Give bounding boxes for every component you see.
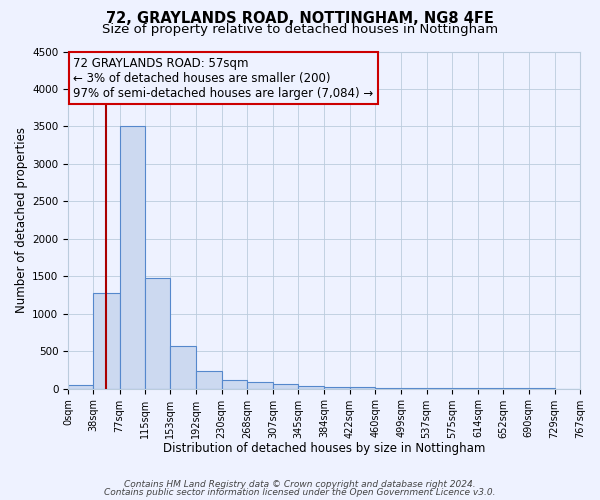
Bar — [94, 292, 119, 388]
Bar — [298, 386, 325, 388]
Bar — [145, 278, 170, 388]
Bar — [221, 380, 247, 388]
Bar — [196, 372, 221, 388]
Text: 72, GRAYLANDS ROAD, NOTTINGHAM, NG8 4FE: 72, GRAYLANDS ROAD, NOTTINGHAM, NG8 4FE — [106, 11, 494, 26]
Y-axis label: Number of detached properties: Number of detached properties — [15, 127, 28, 313]
Text: Contains public sector information licensed under the Open Government Licence v3: Contains public sector information licen… — [104, 488, 496, 497]
Bar — [247, 382, 273, 388]
Text: Size of property relative to detached houses in Nottingham: Size of property relative to detached ho… — [102, 22, 498, 36]
Text: Contains HM Land Registry data © Crown copyright and database right 2024.: Contains HM Land Registry data © Crown c… — [124, 480, 476, 489]
Bar — [273, 384, 298, 388]
Text: 72 GRAYLANDS ROAD: 57sqm
← 3% of detached houses are smaller (200)
97% of semi-d: 72 GRAYLANDS ROAD: 57sqm ← 3% of detache… — [73, 56, 374, 100]
Bar — [170, 346, 196, 389]
X-axis label: Distribution of detached houses by size in Nottingham: Distribution of detached houses by size … — [163, 442, 485, 455]
Bar — [325, 387, 350, 388]
Bar — [68, 385, 94, 388]
Bar — [119, 126, 145, 388]
